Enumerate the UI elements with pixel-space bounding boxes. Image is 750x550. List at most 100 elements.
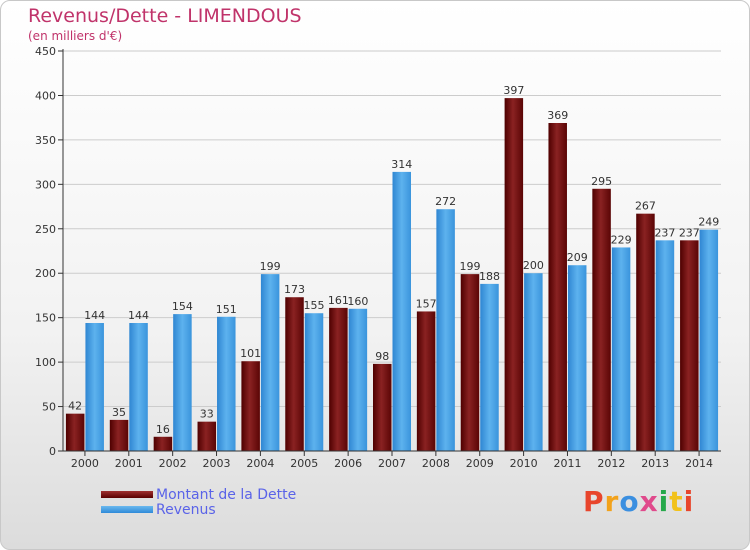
bar-revenus bbox=[436, 209, 455, 451]
chart-subtitle: (en milliers d'€) bbox=[28, 29, 123, 43]
logo-letter: i bbox=[658, 485, 670, 518]
data-label-revenus: 144 bbox=[84, 309, 105, 322]
y-tick-label: 100 bbox=[35, 356, 56, 369]
data-label-dette: 397 bbox=[503, 84, 524, 97]
bar-revenus bbox=[699, 229, 719, 451]
bar-revenus bbox=[85, 323, 104, 451]
bar-dette bbox=[548, 123, 567, 451]
bar-dette bbox=[65, 413, 85, 451]
data-label-revenus: 155 bbox=[304, 299, 325, 312]
data-label-revenus: 229 bbox=[611, 233, 632, 246]
data-label-dette: 42 bbox=[68, 400, 82, 413]
data-label-revenus: 199 bbox=[260, 260, 281, 273]
bar-dette bbox=[153, 436, 173, 451]
legend-swatch-dette bbox=[101, 491, 153, 498]
bar-revenus bbox=[304, 313, 324, 451]
data-label-revenus: 200 bbox=[523, 259, 544, 272]
y-tick-label: 150 bbox=[35, 312, 56, 325]
logo-letter: i bbox=[683, 485, 695, 518]
bar-dette bbox=[460, 274, 480, 451]
chart-title: Revenus/Dette - LIMENDOUS bbox=[28, 5, 302, 27]
bar-revenus bbox=[348, 308, 368, 451]
data-label-dette: 98 bbox=[375, 350, 389, 363]
data-label-revenus: 154 bbox=[172, 300, 193, 313]
data-label-revenus: 249 bbox=[698, 216, 719, 229]
bar-revenus bbox=[611, 247, 631, 451]
x-tick-label: 2009 bbox=[466, 457, 494, 470]
bar-dette bbox=[592, 188, 611, 451]
logo-letter: P bbox=[583, 485, 605, 518]
data-label-dette: 33 bbox=[200, 408, 214, 421]
bar-dette bbox=[416, 311, 436, 451]
y-tick-label: 50 bbox=[42, 401, 56, 414]
data-label-revenus: 209 bbox=[567, 251, 588, 264]
data-label-dette: 161 bbox=[328, 294, 349, 307]
y-tick-label: 350 bbox=[35, 134, 56, 147]
data-label-revenus: 314 bbox=[391, 158, 412, 171]
data-label-revenus: 160 bbox=[347, 295, 368, 308]
logo-letter: t bbox=[669, 485, 684, 518]
data-label-dette: 173 bbox=[284, 283, 305, 296]
x-tick-label: 2004 bbox=[246, 457, 274, 470]
bar-revenus bbox=[129, 323, 148, 451]
data-label-dette: 267 bbox=[635, 200, 656, 213]
x-tick-label: 2012 bbox=[597, 457, 625, 470]
legend-label-dette: Montant de la Dette bbox=[156, 486, 297, 503]
data-label-dette: 369 bbox=[547, 109, 568, 122]
x-tick-label: 2001 bbox=[115, 457, 143, 470]
bar-dette bbox=[197, 421, 217, 451]
y-tick-label: 0 bbox=[49, 445, 56, 458]
legend-item-revenus: Revenus bbox=[101, 501, 296, 518]
bar-revenus bbox=[217, 316, 236, 451]
data-label-dette: 35 bbox=[112, 406, 126, 419]
bar-revenus bbox=[524, 273, 543, 451]
data-label-dette: 157 bbox=[416, 297, 437, 310]
data-label-revenus: 188 bbox=[479, 270, 500, 283]
bar-dette bbox=[241, 361, 260, 451]
bar-dette bbox=[636, 213, 655, 451]
data-label-revenus: 151 bbox=[216, 303, 237, 316]
legend-item-dette: Montant de la Dette bbox=[101, 486, 297, 503]
x-tick-label: 2006 bbox=[334, 457, 362, 470]
bar-revenus bbox=[480, 283, 499, 451]
logo-letter: o bbox=[619, 485, 640, 518]
logo-letter: x bbox=[639, 485, 659, 518]
legend-label-revenus: Revenus bbox=[156, 501, 216, 518]
y-tick-label: 200 bbox=[35, 267, 56, 280]
bar-dette bbox=[373, 363, 392, 451]
data-label-revenus: 237 bbox=[654, 226, 675, 239]
data-label-dette: 199 bbox=[459, 260, 480, 273]
x-tick-label: 2014 bbox=[685, 457, 713, 470]
x-tick-label: 2007 bbox=[378, 457, 406, 470]
bar-revenus bbox=[567, 265, 587, 451]
data-label-dette: 101 bbox=[240, 347, 261, 360]
bar-revenus bbox=[173, 314, 192, 451]
x-tick-label: 2013 bbox=[641, 457, 669, 470]
x-tick-label: 2003 bbox=[203, 457, 231, 470]
x-tick-label: 2005 bbox=[290, 457, 318, 470]
y-tick-label: 400 bbox=[35, 89, 56, 102]
bar-dette bbox=[109, 419, 129, 451]
legend-swatch-revenus bbox=[101, 506, 153, 513]
bar-revenus bbox=[392, 171, 411, 451]
y-tick-label: 300 bbox=[35, 178, 56, 191]
data-label-dette: 237 bbox=[679, 226, 700, 239]
data-label-revenus: 144 bbox=[128, 309, 149, 322]
data-label-revenus: 272 bbox=[435, 195, 456, 208]
data-label-dette: 16 bbox=[156, 423, 170, 436]
bar-dette bbox=[285, 297, 304, 451]
x-tick-label: 2008 bbox=[422, 457, 450, 470]
legend: Montant de la Dette Revenus bbox=[101, 486, 297, 518]
bar-revenus bbox=[655, 240, 675, 451]
data-label-dette: 295 bbox=[591, 175, 612, 188]
x-tick-label: 2010 bbox=[510, 457, 538, 470]
bar-revenus bbox=[260, 274, 280, 451]
logo-letter: r bbox=[604, 485, 620, 518]
x-tick-label: 2002 bbox=[159, 457, 187, 470]
bar-dette bbox=[680, 240, 699, 451]
bar-dette bbox=[504, 98, 524, 451]
bar-dette bbox=[329, 307, 348, 451]
y-tick-label: 250 bbox=[35, 223, 56, 236]
